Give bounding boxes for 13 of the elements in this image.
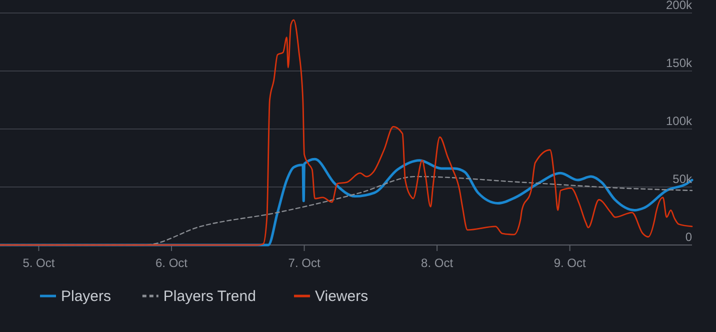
x-tick-label: 7. Oct <box>288 256 321 270</box>
y-tick-label: 100k <box>666 114 693 128</box>
x-tick-label: 6. Oct <box>155 256 188 270</box>
y-tick-label: 200k <box>666 0 693 12</box>
x-tick-label: 8. Oct <box>421 256 454 270</box>
y-tick-label: 150k <box>666 56 693 70</box>
x-tick-label: 9. Oct <box>554 256 586 270</box>
legend-label: Viewers <box>315 288 368 305</box>
y-tick-label: 50k <box>672 172 693 186</box>
legend-label: Players Trend <box>163 288 256 305</box>
legend-label: Players <box>61 288 112 305</box>
x-tick-label: 5. Oct <box>22 256 56 270</box>
y-tick-label: 0 <box>685 230 692 244</box>
